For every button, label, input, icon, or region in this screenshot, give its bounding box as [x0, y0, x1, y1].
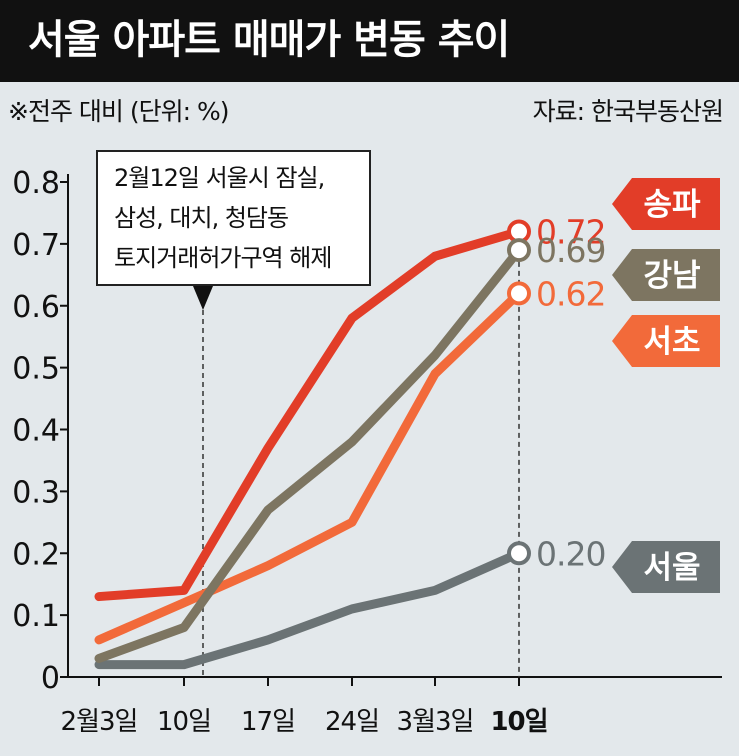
y-tick-label: 0.5 — [12, 352, 60, 387]
y-tick-label: 0.6 — [12, 290, 60, 325]
series-badge: 강남 — [612, 249, 720, 301]
y-tick-label: 0.8 — [12, 166, 60, 201]
series-badge: 송파 — [612, 178, 720, 230]
x-tick-label: 10일 — [157, 707, 211, 737]
series-lines — [94, 227, 524, 670]
series-line-3 — [94, 548, 524, 670]
series-name: 강남 — [643, 258, 700, 294]
end-value-label: 0.62 — [536, 274, 605, 313]
end-marker — [507, 541, 531, 566]
series-badge: 서울 — [612, 541, 720, 593]
series-badge-shape — [612, 249, 720, 301]
chart-subtitle: ※전주 대비 (단위: %) — [8, 97, 229, 126]
annotation-line-1: 2월12일 서울시 잠실, — [114, 164, 325, 192]
x-tick-label: 2월3일 — [61, 707, 138, 737]
series-labels: 0.72 송파 0.69 강남 0.62 서초 0.20 서울 — [507, 178, 720, 593]
chart-title: 서울 아파트 매매가 변동 추이 — [28, 17, 510, 63]
title-bar: 서울 아파트 매매가 변동 추이 — [0, 0, 739, 82]
series-line-2 — [94, 288, 524, 645]
x-tick-label: 3월3일 — [397, 707, 474, 737]
y-tick-label: 0 — [41, 661, 60, 696]
chart-source: 자료: 한국부동산원 — [532, 97, 724, 126]
series-badge-shape — [612, 541, 720, 593]
end-value-label: 0.69 — [536, 231, 605, 270]
y-tick-label: 0.4 — [12, 414, 60, 449]
series-line-1 — [94, 245, 524, 663]
axes: 0 0.1 0.2 0.3 0.4 0.5 0.6 0.7 0.8 2월3일 10일 17일 24일 3월… — [12, 166, 722, 737]
end-value-label: 0.20 — [536, 534, 605, 573]
series-name: 송파 — [643, 187, 701, 223]
annotation-pointer — [193, 286, 213, 310]
x-tick-label: 24일 — [325, 707, 379, 737]
y-tick-label: 0.2 — [12, 537, 60, 572]
annotation-box: 2월12일 서울시 잠실, 삼성, 대치, 청담동 토지거래허가구역 해제 — [96, 150, 371, 286]
annotation-line-2: 삼성, 대치, 청담동 — [114, 204, 289, 232]
series-badge-shape — [612, 178, 720, 230]
end-marker — [507, 238, 531, 263]
series-name: 서울 — [643, 550, 700, 586]
series-badge-shape — [612, 315, 720, 367]
x-tick-label: 17일 — [241, 707, 295, 737]
x-tick-label: 10일 — [490, 707, 547, 737]
y-tick-label: 0.3 — [12, 475, 60, 510]
end-value-label: 0.72 — [536, 213, 605, 252]
annotation-line-3: 토지거래허가구역 해제 — [114, 244, 332, 272]
end-marker — [507, 281, 531, 306]
y-tick-label: 0.7 — [12, 228, 60, 263]
y-tick-label: 0.1 — [12, 599, 60, 634]
series-name: 서초 — [643, 324, 700, 360]
series-line-0 — [94, 227, 524, 602]
series-badge: 서초 — [612, 315, 720, 367]
